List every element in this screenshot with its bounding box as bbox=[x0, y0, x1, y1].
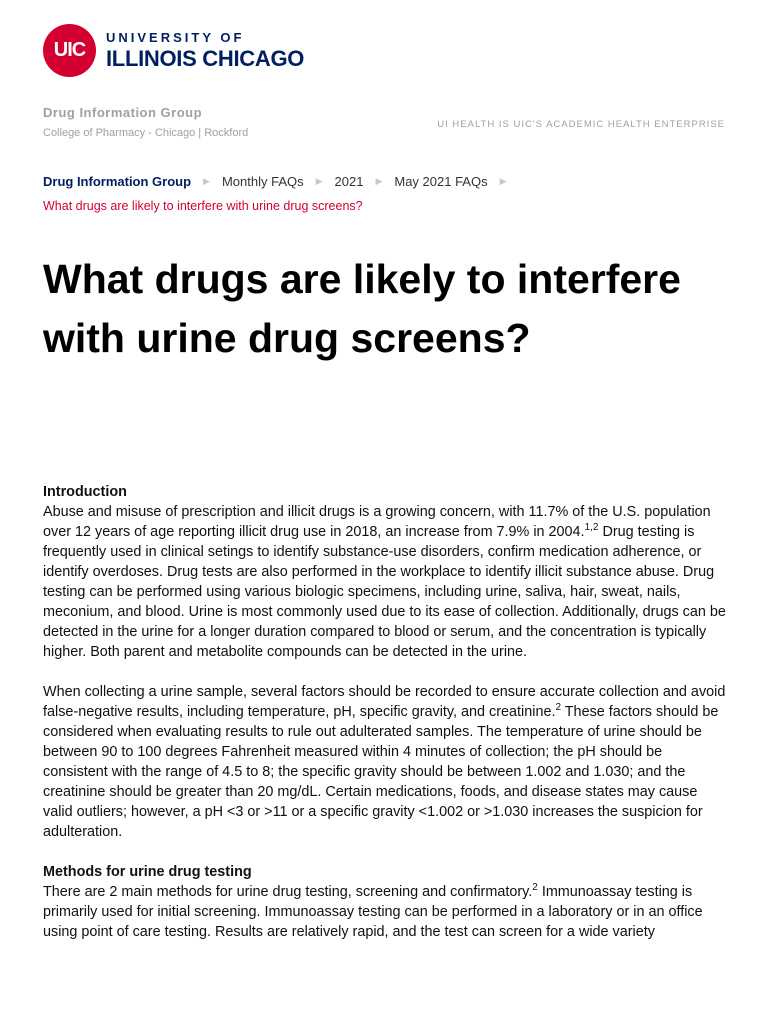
chevron-right-icon: ▶ bbox=[375, 176, 383, 186]
breadcrumb-item[interactable]: Drug Information Group bbox=[43, 174, 192, 189]
paragraph: Abuse and misuse of prescription and ill… bbox=[43, 502, 728, 662]
chevron-right-icon: ▶ bbox=[315, 176, 323, 186]
tagline-link[interactable]: UI HEALTH IS UIC'S ACADEMIC HEALTH ENTER… bbox=[437, 119, 725, 130]
uic-logo[interactable]: UIC UNIVERSITY OF ILLINOIS CHICAGO bbox=[43, 24, 304, 77]
breadcrumb-item[interactable]: Monthly FAQs bbox=[221, 174, 304, 189]
paragraph: When collecting a urine sample, several … bbox=[43, 682, 728, 842]
group-subtitle: College of Pharmacy - Chicago | Rockford bbox=[43, 127, 249, 139]
breadcrumb: Drug Information Group ▶ Monthly FAQs ▶ … bbox=[43, 174, 519, 189]
text: Immunoassay testing is primarily used fo… bbox=[43, 884, 703, 940]
chevron-right-icon: ▶ bbox=[499, 176, 507, 186]
citation: 2 bbox=[532, 882, 538, 894]
paragraph: There are 2 main methods for urine drug … bbox=[43, 882, 728, 942]
group-name-link[interactable]: Drug Information Group bbox=[43, 105, 203, 120]
text: These factors should be considered when … bbox=[43, 704, 719, 840]
section-heading: Introduction bbox=[43, 484, 127, 500]
article-body: Introduction Abuse and misuse of prescri… bbox=[43, 482, 728, 962]
logo-line1: UNIVERSITY OF bbox=[106, 29, 245, 45]
text: Drug testing is frequently used in clini… bbox=[43, 524, 726, 660]
chevron-right-icon: ▶ bbox=[203, 176, 210, 186]
uic-logo-mark: UIC bbox=[43, 24, 96, 77]
text: When collecting a urine sample, several … bbox=[43, 684, 726, 720]
logo-line2: ILLINOIS CHICAGO bbox=[106, 45, 305, 71]
section-heading: Methods for urine drug testing bbox=[43, 864, 252, 880]
citation: 2 bbox=[555, 702, 562, 714]
breadcrumb-current: What drugs are likely to interfere with … bbox=[43, 199, 363, 213]
citation: 1,2 bbox=[584, 522, 599, 534]
breadcrumb-item[interactable]: 2021 bbox=[334, 174, 364, 189]
text: Abuse and misuse of prescription and ill… bbox=[43, 504, 711, 540]
text: There are 2 main methods for urine drug … bbox=[43, 884, 533, 900]
breadcrumb-item[interactable]: May 2021 FAQs bbox=[394, 174, 488, 189]
page-title: What drugs are likely to interfere with … bbox=[43, 256, 681, 361]
